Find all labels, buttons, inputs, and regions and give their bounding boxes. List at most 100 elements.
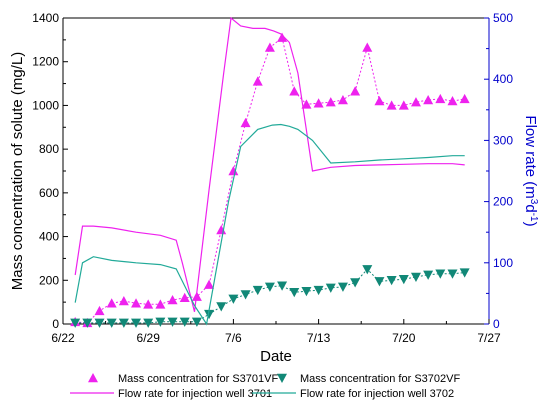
x-tick-label: 7/13 [307, 331, 331, 345]
point-s3702 [167, 317, 178, 327]
point-s3701 [313, 98, 324, 108]
point-s3702 [94, 318, 105, 328]
point-s3701 [155, 299, 166, 309]
point-s3702 [362, 265, 373, 275]
point-s3702 [252, 285, 263, 296]
point-s3702 [106, 318, 117, 328]
point-s3701 [325, 97, 336, 107]
point-s3701 [435, 93, 446, 104]
point-s3702 [131, 318, 142, 328]
point-s3702 [155, 317, 166, 327]
y-left-tick-label: 800 [39, 142, 59, 156]
point-s3702 [82, 318, 93, 328]
legend-label-s3701: Mass concentration for S3701VF [118, 373, 278, 385]
series-layer [70, 16, 470, 328]
point-s3702 [447, 269, 458, 279]
point-s3702 [301, 286, 312, 297]
point-s3702 [179, 317, 190, 327]
x-tick-label: 7/27 [477, 331, 501, 345]
x-tick-label: 6/29 [137, 331, 161, 345]
y-right-tick-label: 100 [493, 256, 513, 270]
point-s3702 [143, 318, 154, 328]
point-s3702 [118, 318, 129, 328]
label-layer: 6/22 6/29 7/6 7/13 7/20 7/2702004006008001000… [9, 11, 539, 365]
point-s3702 [410, 272, 421, 283]
point-s3702 [204, 309, 215, 320]
y-left-tick-label: 1200 [32, 55, 59, 69]
point-s3701 [252, 76, 263, 86]
line-flow3701 [74, 16, 465, 312]
point-s3701 [118, 296, 129, 306]
point-s3701 [94, 305, 105, 316]
point-s3701 [350, 86, 361, 96]
y-left-tick-label: 1400 [32, 11, 59, 25]
series-s3702-connector [75, 268, 465, 324]
point-s3701 [423, 94, 434, 105]
y-left-tick-label: 200 [39, 273, 59, 287]
y-right-axis-title: Flow rate (m3d-1) [522, 115, 539, 226]
x-tick-label: 6/22 [51, 331, 75, 345]
point-s3702 [289, 288, 300, 298]
point-s3701 [228, 166, 239, 176]
point-s3702 [374, 277, 385, 287]
point-s3702 [313, 285, 324, 296]
point-s3701 [277, 32, 288, 42]
point-s3702 [277, 281, 288, 291]
legend-marker-s3701 [88, 373, 98, 383]
series-s3701-connector [75, 36, 465, 324]
y-right-tick-label: 0 [493, 317, 500, 331]
point-s3701 [398, 100, 409, 110]
point-s3702 [216, 302, 227, 312]
point-s3701 [240, 117, 251, 128]
point-s3702 [240, 290, 251, 300]
y-right-tick-label: 500 [493, 11, 513, 25]
point-s3701 [447, 96, 458, 106]
point-s3701 [386, 100, 397, 110]
y-left-tick-label: 600 [39, 186, 59, 200]
point-s3702 [459, 268, 470, 278]
x-axis-title: Date [260, 348, 292, 365]
x-tick-label: 7/6 [225, 331, 242, 345]
y-right-tick-label: 200 [493, 195, 513, 209]
point-s3701 [216, 225, 227, 235]
point-s3701 [143, 299, 154, 309]
point-s3701 [301, 99, 312, 109]
y-right-title-part: d [522, 204, 539, 212]
y-right-title-part: Flow rate (m [522, 115, 539, 198]
point-s3702 [398, 274, 409, 285]
y-left-tick-label: 1000 [32, 98, 59, 112]
y-right-title-part: -1 [528, 213, 539, 222]
point-s3701 [167, 294, 178, 305]
point-s3702 [325, 283, 336, 293]
point-s3701 [459, 93, 470, 104]
y-right-title-part: ) [522, 222, 539, 227]
point-s3701 [337, 94, 348, 105]
y-left-tick-label: 400 [39, 230, 59, 244]
legend-label-flow3702: Flow rate for injection well 3702 [300, 388, 454, 400]
x-tick-label: 7/20 [392, 331, 416, 345]
y-right-tick-label: 400 [493, 72, 513, 86]
point-s3702 [350, 278, 361, 288]
legend: Mass concentration for S3701VF Mass conce… [70, 373, 460, 400]
point-s3702 [423, 270, 434, 280]
legend-marker-s3702 [277, 373, 287, 383]
point-s3702 [191, 317, 202, 327]
y-left-tick-label: 0 [52, 317, 59, 331]
point-s3702 [264, 282, 275, 292]
point-s3702 [386, 276, 397, 286]
legend-label-flow3701: Flow rate for injection well 3701 [118, 388, 272, 400]
legend-label-s3702: Mass concentration for S3702VF [300, 373, 460, 385]
point-s3701 [131, 298, 142, 308]
point-s3701 [362, 42, 373, 52]
y-right-tick-label: 300 [493, 133, 513, 147]
point-s3701 [410, 97, 421, 107]
point-s3702 [228, 294, 239, 304]
line-flow3702 [74, 123, 465, 326]
point-s3702 [70, 318, 81, 328]
point-s3701 [179, 292, 190, 303]
point-s3702 [337, 282, 348, 292]
point-s3702 [435, 269, 446, 279]
y-left-axis-title: Mass concentration of solute (mg/L) [9, 52, 26, 290]
point-s3701 [264, 42, 275, 52]
